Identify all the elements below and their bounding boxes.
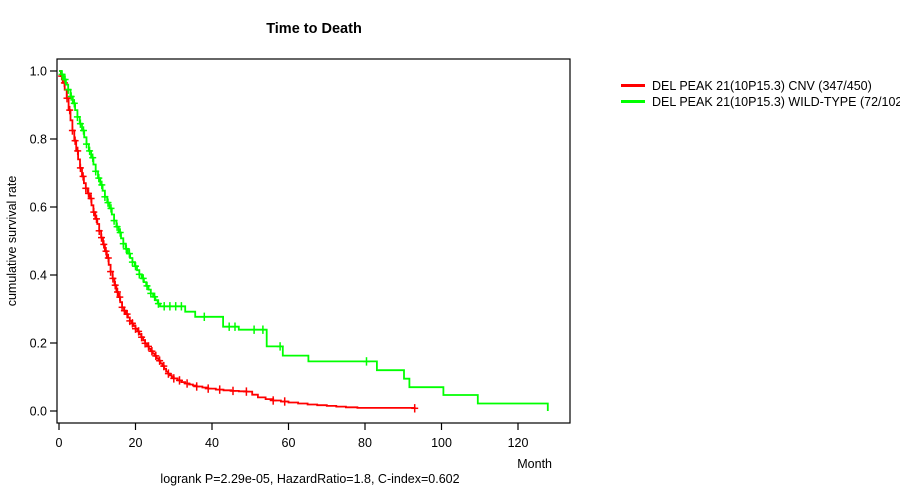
y-axis-title: cumulative survival rate — [5, 176, 19, 307]
x-tick-label: 60 — [282, 436, 296, 450]
series-layer — [58, 70, 549, 413]
chart-title: Time to Death — [266, 21, 362, 37]
x-tick-label: 0 — [56, 436, 63, 450]
x-tick-label: 20 — [129, 436, 143, 450]
x-axis-title: Month — [517, 457, 552, 471]
legend: DEL PEAK 21(10P15.3) CNV (347/450) DEL P… — [621, 79, 900, 109]
plot-box — [56, 58, 571, 424]
x-tick-label: 40 — [205, 436, 219, 450]
survival-curve-1 — [59, 70, 549, 411]
x-tick-label: 100 — [431, 436, 452, 450]
y-tick-label: 0.2 — [30, 336, 47, 350]
stats-caption: logrank P=2.29e-05, HazardRatio=1.8, C-i… — [160, 472, 459, 486]
y-tick-label: 0.6 — [30, 200, 47, 214]
y-tick-label: 0.0 — [30, 404, 47, 418]
censor-marks-1 — [58, 70, 370, 366]
x-tick-label: 120 — [508, 436, 529, 450]
y-tick-label: 1.0 — [30, 64, 47, 78]
axes-layer: 0 20 40 60 80 100 120 0.0 0.2 0.4 0.6 0.8 1.0 — [30, 58, 571, 450]
y-tick-label: 0.8 — [30, 132, 47, 146]
legend-label-wildtype: DEL PEAK 21(10P15.3) WILD-TYPE (72/102) — [652, 95, 900, 109]
x-tick-label: 80 — [358, 436, 372, 450]
survival-curve-0 — [59, 70, 416, 409]
legend-label-cnv: DEL PEAK 21(10P15.3) CNV (347/450) — [652, 79, 872, 93]
y-tick-label: 0.4 — [30, 268, 47, 282]
